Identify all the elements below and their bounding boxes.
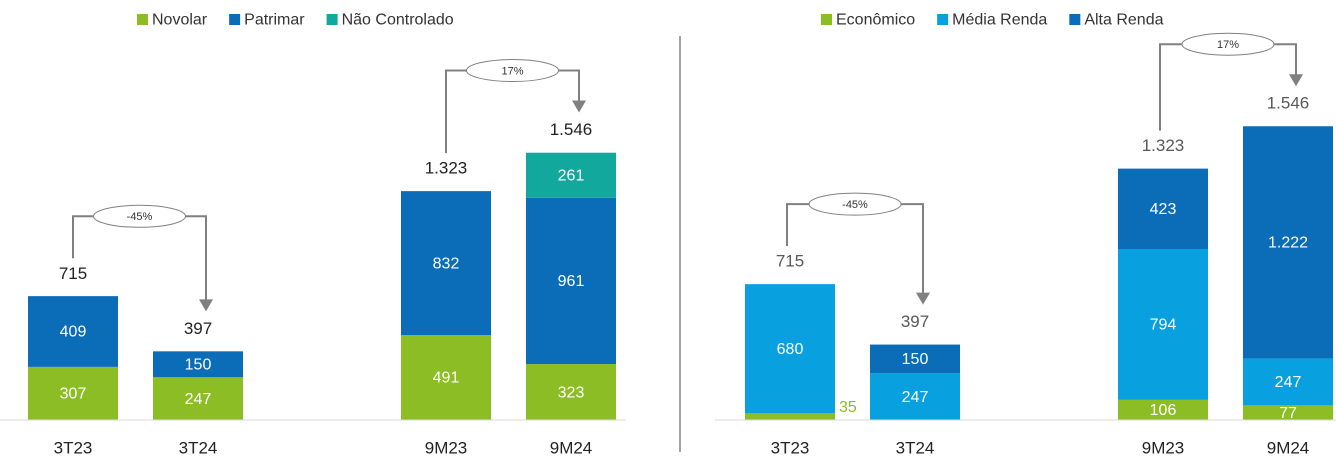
growth-bubble [93,204,186,228]
bar-segment [1243,405,1333,420]
legend-label: Patrimar [244,12,305,29]
bar-segment [28,296,118,367]
bar-label: 323 [558,384,585,401]
bar-segment [526,197,616,365]
bar-label: 961 [558,273,585,290]
bar-segment [526,152,616,198]
growth-bubble [466,59,559,83]
bar-label: 247 [1275,374,1302,391]
legend-swatch [137,14,148,25]
arrow-head [1289,74,1303,87]
legend-label: Alta Renda [1084,12,1163,29]
legend-swatch [1069,14,1081,25]
bar-label: 150 [902,351,929,368]
bar-label: 247 [185,391,212,408]
bar-segment [153,351,243,378]
bar-segment [1243,358,1333,406]
x-tick-label: 9M24 [550,438,593,457]
x-tick-label: 3T23 [771,438,810,457]
x-tick-label: 9M23 [425,438,468,457]
legend-swatch [326,14,338,25]
bar-label: 106 [1150,402,1177,419]
total-label: 1.546 [1267,94,1310,113]
legend-label: Média Renda [952,12,1047,29]
bar-label: 247 [902,389,929,406]
bar-label: 150 [185,357,212,374]
growth-bubble [808,192,902,216]
x-tick-label: 3T23 [54,438,93,457]
growth-arrow [1159,43,1297,131]
bar-label: 307 [60,386,87,403]
total-label: 1.323 [425,159,468,178]
x-tick-label: 9M23 [1142,438,1185,457]
bar-label: 1.222 [1268,235,1308,252]
x-tick-label: 9M24 [1267,438,1310,457]
x-tick-label: 3T24 [179,438,218,457]
legend-swatch [229,14,241,25]
bar-label: 832 [433,255,460,272]
bar-segment [401,335,491,420]
bar-label: 423 [1150,201,1177,218]
x-tick-label: 3T24 [896,438,935,457]
growth-label: -45% [842,199,868,211]
bar-segment [745,284,835,414]
growth-label: 17% [501,65,523,77]
bar-segment [1243,126,1333,359]
total-label: 715 [776,252,804,271]
growth-arrow [445,69,580,154]
growth-arrow [786,203,924,295]
legend-label: Novolar [152,12,208,29]
growth-label: -45% [127,211,153,223]
bar-label: 35 [839,399,857,416]
bar-segment [153,377,243,420]
bar-label: 261 [558,168,585,185]
growth-label: 17% [1217,39,1239,51]
legend-label: Econômico [836,12,915,29]
arrow-head [199,299,213,312]
bar-label: 409 [60,324,87,341]
total-label: 1.546 [550,120,593,139]
total-label: 397 [184,319,212,338]
bar-segment [401,191,491,336]
total-label: 1.323 [1142,136,1185,155]
bar-segment [1118,399,1208,420]
bar-label: 491 [433,370,460,387]
bar-label: 77 [1279,405,1297,422]
bar-segment [526,364,616,420]
growth-arrow [72,215,207,302]
legend-label: Não Controlado [342,12,454,29]
bar-label: 794 [1150,317,1177,334]
total-label: 397 [901,312,929,331]
legend-swatch [937,14,949,25]
growth-bubble [1181,32,1275,56]
arrow-head [916,292,930,305]
total-label: 715 [59,264,87,283]
arrow-head [572,100,586,113]
bar-segment [870,344,960,374]
bar-segment [870,373,960,420]
bar-segment [1118,249,1208,400]
legend-swatch [821,14,832,25]
bar-segment [745,413,835,420]
bar-segment [1118,168,1208,249]
bar-label: 680 [777,341,804,358]
bar-segment [28,366,118,420]
